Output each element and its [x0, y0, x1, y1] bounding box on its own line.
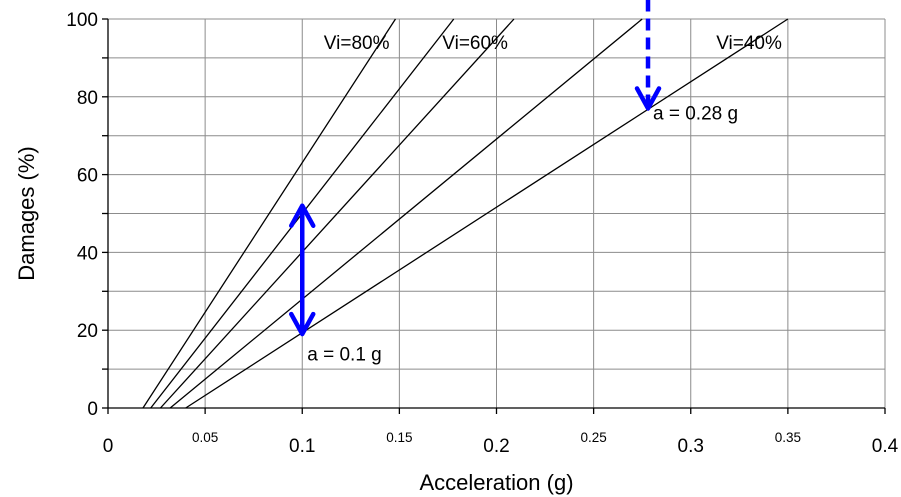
x-tick-label-minor: 0.35 — [775, 430, 801, 445]
arrow-head-1 — [289, 203, 316, 228]
x-tick-label: 0.4 — [872, 436, 899, 457]
x-tick-label: 0.1 — [289, 436, 315, 457]
y-tick-label: 80 — [77, 88, 98, 109]
series-label-1: Vi=80% — [324, 33, 390, 54]
series-label-5: Vi=40% — [716, 33, 782, 54]
gridlines — [107, 18, 886, 409]
y-tick-label: 40 — [77, 243, 98, 264]
arrow-head-2 — [634, 86, 662, 111]
x-tick-label-minor: 0.05 — [192, 430, 218, 445]
series-line-4 — [169, 18, 643, 409]
annotation-1: a = 0.1 g — [307, 345, 381, 366]
series-lines — [142, 18, 789, 409]
series-label-3: Vi=60% — [442, 33, 508, 54]
y-tick-label: 100 — [66, 10, 98, 31]
axes — [102, 18, 886, 414]
x-tick-label: 0.2 — [483, 436, 509, 457]
arrow-head-1-start — [289, 311, 316, 337]
chart-labels: 0 20 40 60 80 100 0 0.1 0.2 0.3 0.4 0.05 0.15 0.25 0.3… — [66, 10, 898, 457]
arrows — [289, 0, 662, 337]
y-tick-label: 0 — [87, 399, 98, 420]
x-tick-label: 0 — [103, 436, 114, 457]
x-tick-label-minor: 0.25 — [580, 430, 606, 445]
x-tick-label-minor: 0.15 — [386, 430, 412, 445]
series-line-1 — [142, 18, 397, 409]
y-axis-title: Damages (%) — [14, 146, 39, 280]
annotation-2: a = 0.28 g — [653, 103, 738, 124]
x-tick-label: 0.3 — [678, 436, 704, 457]
x-axis-title: Acceleration (g) — [419, 470, 573, 495]
y-tick-label: 60 — [77, 166, 98, 187]
series-line-5 — [185, 18, 789, 409]
series-line-3 — [159, 18, 515, 409]
y-tick-label: 20 — [77, 321, 98, 342]
